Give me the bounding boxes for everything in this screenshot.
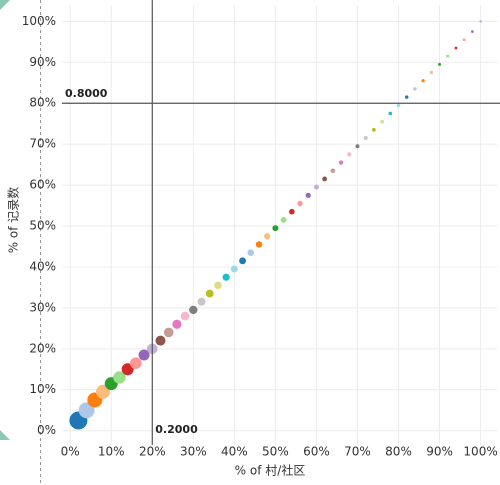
point: [96, 384, 111, 399]
point: [462, 38, 466, 42]
reference-label: 0.8000: [65, 87, 108, 100]
x-axis-title: % of 村/社区: [235, 463, 306, 478]
point: [371, 127, 376, 132]
point: [280, 216, 287, 223]
y-tick-label: 20%: [29, 341, 56, 355]
point: [338, 160, 344, 165]
point: [113, 371, 126, 384]
point: [163, 327, 174, 338]
x-tick-label: 20%: [139, 445, 166, 459]
point: [214, 281, 222, 290]
point: [380, 119, 384, 124]
x-tick-label: 50%: [262, 445, 289, 459]
point: [471, 30, 474, 33]
point: [355, 144, 360, 149]
point: [421, 79, 425, 83]
x-tick-label: 40%: [221, 445, 248, 459]
point: [297, 200, 303, 207]
y-tick-label: 70%: [29, 137, 56, 151]
point: [454, 46, 458, 50]
point: [197, 297, 206, 306]
y-tick-label: 100%: [22, 14, 56, 28]
point: [305, 192, 311, 198]
point: [429, 70, 433, 75]
point: [313, 184, 319, 190]
point: [347, 152, 352, 157]
point: [155, 335, 166, 346]
point: [330, 168, 336, 174]
x-tick-label: 90%: [426, 445, 453, 459]
point: [388, 111, 393, 116]
point: [438, 62, 442, 66]
point: [121, 363, 134, 376]
point: [396, 103, 401, 108]
x-tick-label: 70%: [344, 445, 371, 459]
x-tick-label: 0%: [61, 445, 80, 459]
point: [479, 20, 482, 23]
point: [239, 257, 246, 265]
point: [180, 311, 190, 321]
point: [205, 289, 214, 298]
y-axis-title: % of 记录数: [6, 187, 21, 254]
y-tick-label: 50%: [29, 219, 56, 233]
y-tick-label: 80%: [29, 96, 56, 110]
point: [138, 349, 150, 361]
point: [247, 249, 255, 256]
point: [222, 273, 230, 281]
y-tick-label: 10%: [29, 382, 56, 396]
point: [189, 305, 198, 315]
y-tick-label: 0%: [37, 423, 56, 437]
point: [264, 233, 271, 240]
point: [255, 241, 263, 248]
reference-label: 0.2000: [155, 423, 198, 436]
x-tick-label: 80%: [385, 445, 412, 459]
x-tick-label: 100%: [463, 445, 497, 459]
point: [405, 95, 409, 99]
point: [78, 402, 95, 419]
y-tick-label: 60%: [29, 178, 56, 192]
x-tick-label: 30%: [180, 445, 207, 459]
point: [363, 136, 368, 141]
point: [172, 319, 182, 329]
point: [289, 208, 295, 215]
x-tick-label: 60%: [303, 445, 330, 459]
corner: [0, 430, 10, 440]
point: [446, 54, 450, 58]
corner: [0, 0, 10, 10]
y-tick-label: 90%: [29, 55, 56, 69]
point: [413, 87, 417, 91]
point: [322, 176, 328, 182]
y-tick-label: 30%: [29, 300, 56, 314]
point: [230, 265, 238, 273]
x-tick-label: 10%: [98, 445, 125, 459]
point: [272, 225, 279, 232]
y-tick-label: 40%: [29, 259, 56, 273]
point: [130, 357, 142, 369]
